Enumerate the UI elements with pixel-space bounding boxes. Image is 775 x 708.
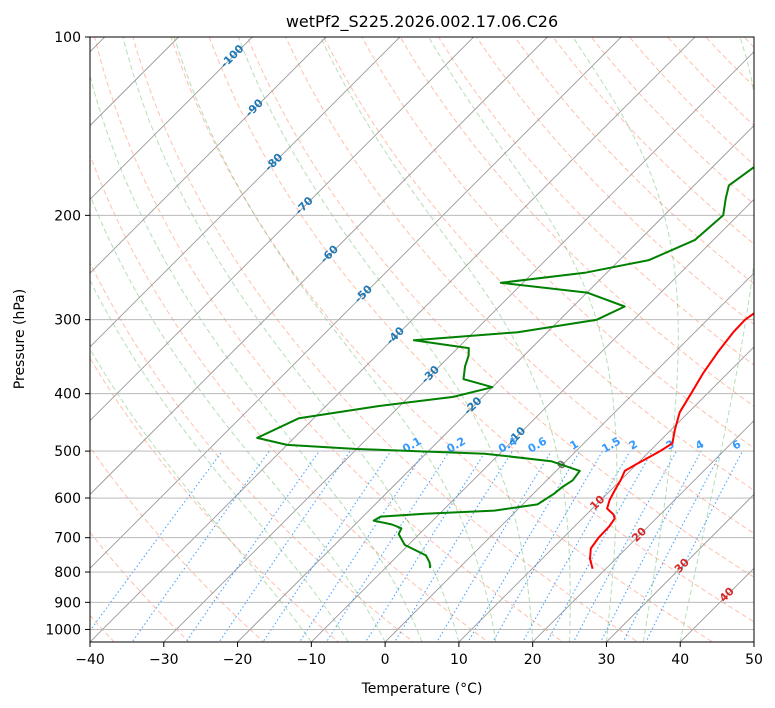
isotherm-line: [458, 346, 754, 642]
isotherm-line: [384, 272, 754, 642]
y-tick-label: 500: [54, 444, 81, 460]
isotherm-line: [90, 37, 622, 569]
dry-adiabat: [399, 37, 754, 407]
isotherm-line: [605, 493, 754, 642]
isotherm-line: [90, 37, 475, 422]
axis-ticks: −40 −30 −20 −10 0 10 20 30 40 50 100 200 300 400 500 60…: [45, 30, 763, 668]
x-tick-label: 30: [598, 652, 616, 668]
moist-adiabat: [572, 37, 679, 642]
x-tick-label: −30: [149, 652, 179, 668]
y-axis-label: Pressure (hPa): [12, 289, 28, 389]
dry-adiabat: [90, 357, 340, 642]
isotherm-line: [90, 37, 696, 642]
y-tick-label: 700: [54, 531, 81, 547]
dry-adiabat: [90, 261, 415, 642]
y-tick-label: 600: [54, 491, 81, 507]
x-tick-label: 10: [450, 652, 468, 668]
plot-frame: [89, 36, 755, 643]
isotherm-line: [90, 37, 549, 496]
chart-title: wetPf2_S225.2026.002.17.06.C26: [286, 12, 558, 32]
x-tick-label: 0: [381, 652, 390, 668]
dry-adiabat: [170, 37, 714, 642]
y-tick-label: 200: [54, 208, 81, 224]
isotherm-line: [90, 37, 401, 348]
x-tick-label: −40: [75, 652, 105, 668]
moist-adiabat: [90, 74, 423, 642]
x-tick-label: 20: [524, 652, 542, 668]
moist-adiabat: [173, 37, 497, 642]
x-tick-label: −20: [223, 652, 253, 668]
isotherm-line: [90, 37, 327, 274]
moist-adiabat: [122, 37, 460, 642]
y-tick-label: 400: [54, 387, 81, 403]
y-tick-label: 900: [54, 595, 81, 611]
dry-adiabat: [90, 531, 190, 642]
isotherm-line: [532, 420, 754, 642]
x-axis-label: Temperature (°C): [361, 681, 483, 697]
moist-adiabat: [90, 279, 349, 642]
y-tick-label: 800: [54, 565, 81, 581]
x-tick-label: 50: [745, 652, 763, 668]
isotherm-line: [90, 37, 253, 200]
dry-adiabat: [94, 37, 564, 642]
isotherm-line: [163, 51, 754, 642]
y-tick-label: 1000: [45, 622, 81, 638]
dry-adiabat: [90, 446, 265, 642]
x-tick-label: −10: [297, 652, 327, 668]
y-tick-label: 100: [54, 30, 81, 46]
moist-adiabat: [679, 37, 754, 642]
profile-lines: [256, 165, 754, 570]
moist-adiabat: [90, 194, 386, 642]
dry-adiabat: [132, 37, 639, 642]
dry-adiabat: [285, 37, 754, 535]
x-tick-label: 40: [671, 652, 689, 668]
isotherm-line: [236, 124, 754, 642]
dry-adiabat: [323, 37, 754, 492]
dry-adiabat: [208, 37, 754, 623]
temperature-profile: [589, 312, 754, 570]
moist-adiabat: [237, 37, 534, 642]
y-tick-label: 300: [54, 313, 81, 329]
dewpoint-profile: [256, 165, 754, 569]
dry-adiabat: [246, 37, 754, 578]
isotherm-line: [310, 198, 754, 642]
dry-adiabat: [437, 37, 754, 366]
